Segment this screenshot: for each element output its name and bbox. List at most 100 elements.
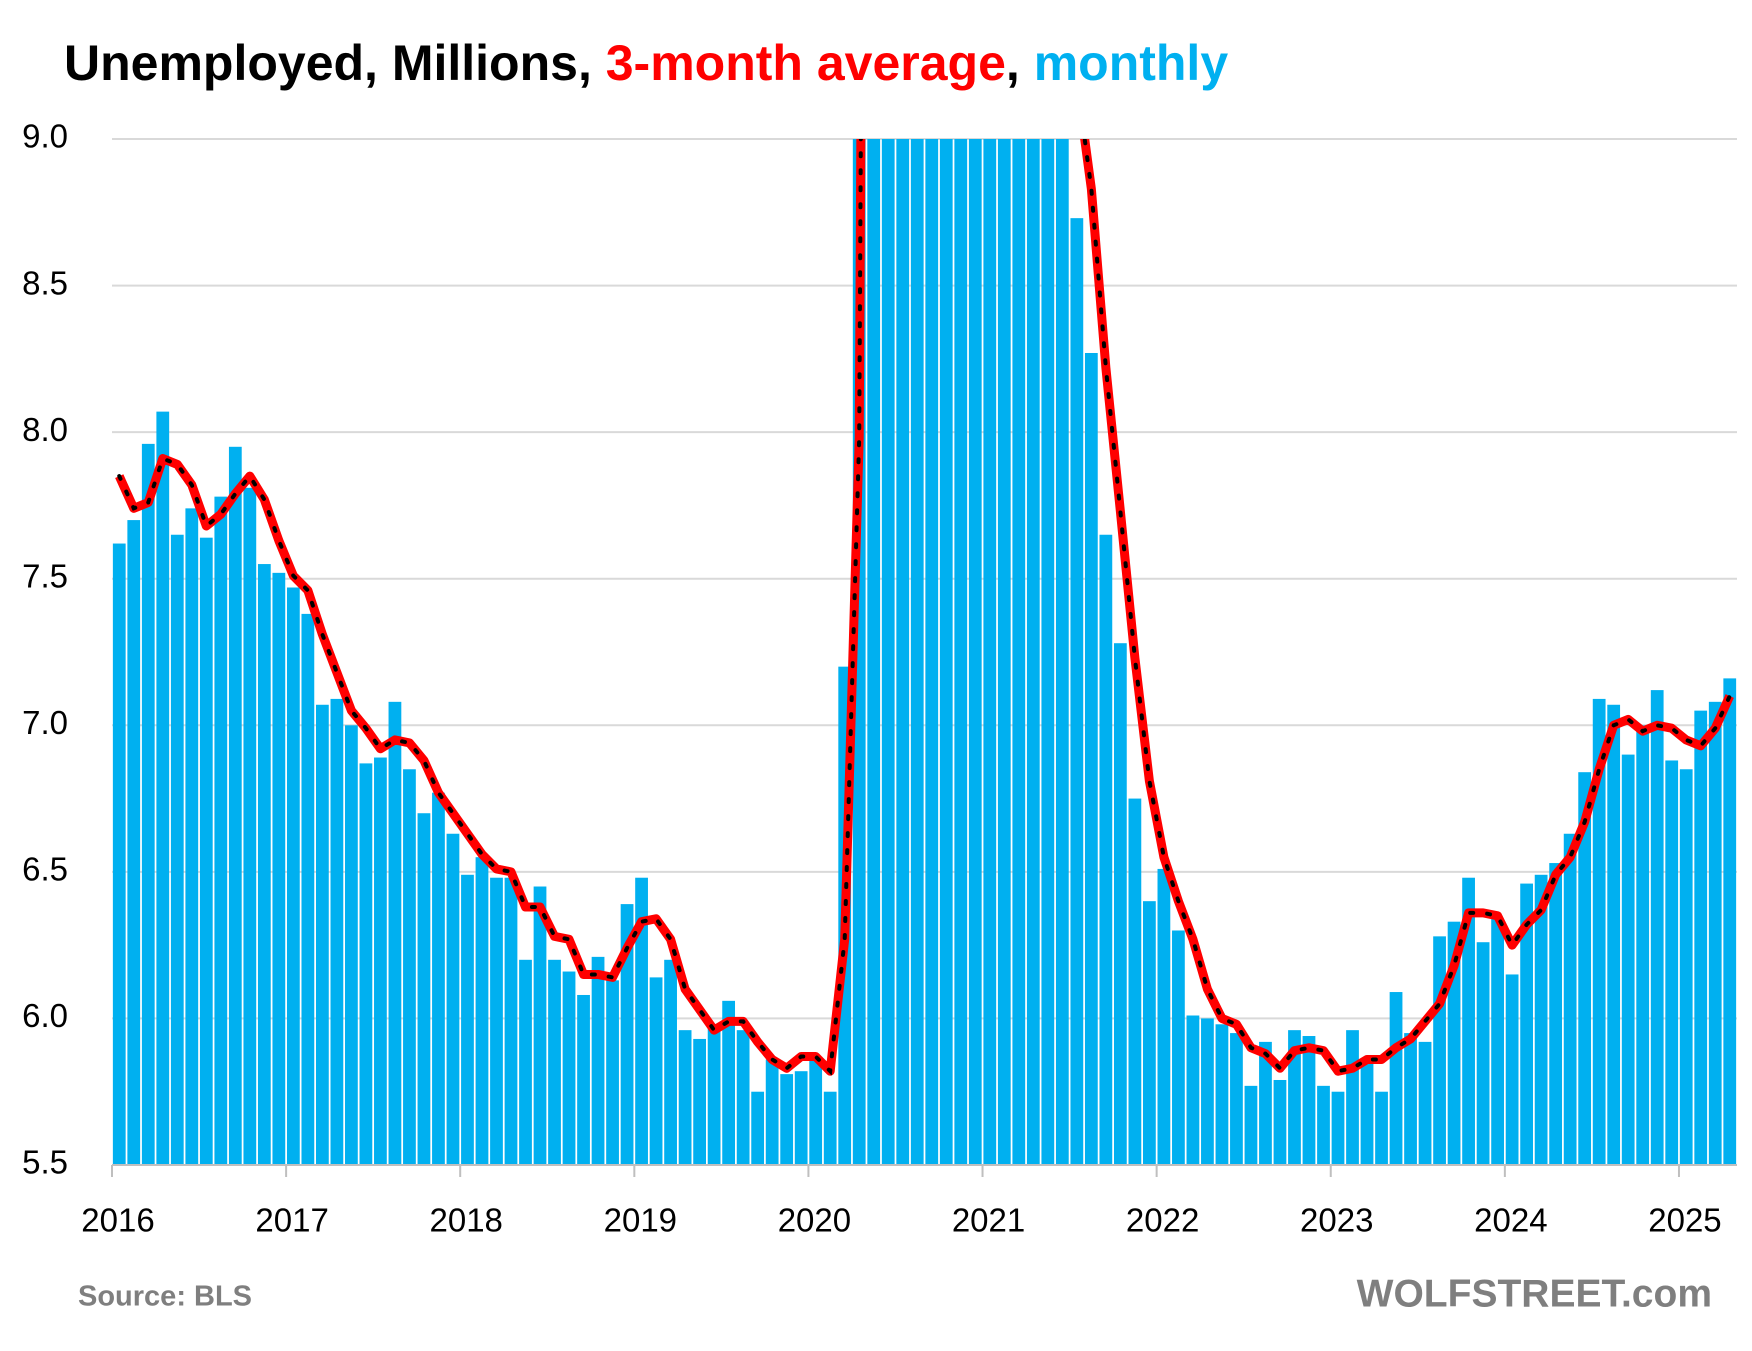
bar: [722, 1000, 736, 1165]
x-tick-label: 2024: [1474, 1202, 1547, 1239]
bar: [591, 956, 605, 1165]
x-tick-label: 2020: [778, 1202, 851, 1239]
bar: [1462, 877, 1475, 1165]
bar: [751, 1091, 765, 1165]
bar: [548, 959, 561, 1165]
bar: [1534, 874, 1548, 1165]
bar: [257, 564, 271, 1165]
bar: [954, 139, 968, 1165]
bar: [345, 725, 358, 1165]
bar: [1026, 139, 1040, 1165]
bar: [446, 833, 460, 1165]
bar: [1244, 1085, 1258, 1165]
bar: [1578, 772, 1592, 1165]
bar: [1128, 798, 1142, 1165]
line-dots: [117, 139, 1732, 1076]
bar: [1375, 1091, 1388, 1165]
bar: [620, 904, 634, 1165]
bar: [1201, 1018, 1214, 1165]
y-tick-label: 7.5: [22, 557, 68, 594]
bar: [1041, 139, 1055, 1165]
bar: [1273, 1079, 1287, 1165]
bar: [606, 980, 619, 1165]
bar: [199, 537, 213, 1165]
bar: [1230, 1033, 1243, 1165]
bar: [475, 857, 489, 1165]
x-tick-label: 2025: [1648, 1202, 1721, 1239]
chart-title: Unemployed, Millions, 3-month average, m…: [64, 35, 1228, 91]
bar: [939, 139, 953, 1165]
source: Source: BLS: [78, 1281, 252, 1313]
bar: [374, 757, 387, 1165]
bar: [925, 139, 939, 1165]
x-tick-label: 2017: [255, 1202, 328, 1239]
title-text: Unemployed, Millions,: [64, 35, 592, 91]
x-tick-label: 2018: [430, 1202, 503, 1239]
bar: [1476, 942, 1490, 1165]
bar: [664, 959, 677, 1165]
bar: [141, 443, 155, 1165]
bar: [1607, 704, 1621, 1165]
y-tick-label: 5.5: [22, 1144, 68, 1181]
bar: [1317, 1085, 1330, 1165]
bar: [170, 534, 184, 1165]
bar: [780, 1074, 794, 1165]
bar: [997, 139, 1011, 1165]
bar: [678, 1030, 692, 1165]
bar: [1592, 698, 1606, 1165]
bar: [1346, 1030, 1359, 1165]
bar: [461, 874, 474, 1165]
bar: [867, 139, 881, 1165]
bar: [1070, 218, 1084, 1165]
bar: [765, 1059, 779, 1165]
bar: [983, 139, 997, 1165]
bar: [1650, 690, 1664, 1165]
bar: [1331, 1091, 1345, 1165]
bar: [388, 701, 402, 1165]
bar: [519, 959, 532, 1165]
legend-bar: monthly: [1034, 35, 1229, 91]
bar: [1360, 1062, 1374, 1165]
bar: [1215, 1024, 1229, 1165]
bar: [707, 1024, 721, 1165]
bar: [1113, 643, 1127, 1165]
bar: [403, 769, 416, 1165]
title-separator: ,: [1006, 35, 1020, 91]
bar: [1389, 992, 1403, 1165]
bar: [1418, 1041, 1432, 1165]
bar: [794, 1071, 808, 1165]
bar: [1143, 901, 1156, 1165]
bar: [649, 977, 663, 1165]
bar: [1099, 534, 1113, 1165]
bar: [1157, 868, 1171, 1165]
y-tick-label: 6.5: [22, 851, 68, 888]
bar: [432, 792, 445, 1165]
bar: [112, 543, 126, 1165]
bar: [1433, 936, 1446, 1165]
y-tick-label: 6.0: [22, 997, 68, 1034]
bar: [1172, 930, 1185, 1165]
bar: [359, 763, 373, 1165]
bar: [1302, 1036, 1316, 1165]
bar: [504, 877, 518, 1165]
bar: [736, 1030, 750, 1165]
y-tick-label: 8.0: [22, 411, 68, 448]
bar: [127, 520, 141, 1165]
bar: [1679, 769, 1693, 1165]
x-tick-label: 2022: [1126, 1202, 1199, 1239]
bar: [301, 613, 315, 1165]
bar: [896, 139, 910, 1165]
bar: [1505, 974, 1519, 1165]
bar: [1694, 710, 1708, 1165]
bar: [1636, 725, 1650, 1165]
bar: [693, 1038, 706, 1165]
bar: [185, 508, 199, 1165]
bar: [910, 139, 924, 1165]
bar: [881, 139, 895, 1165]
bar: [272, 572, 286, 1165]
bar: [1563, 833, 1577, 1165]
bar: [577, 994, 590, 1165]
bar: [1491, 918, 1504, 1165]
bar: [533, 886, 547, 1165]
brand: WOLFSTREET.com: [1357, 1272, 1712, 1315]
